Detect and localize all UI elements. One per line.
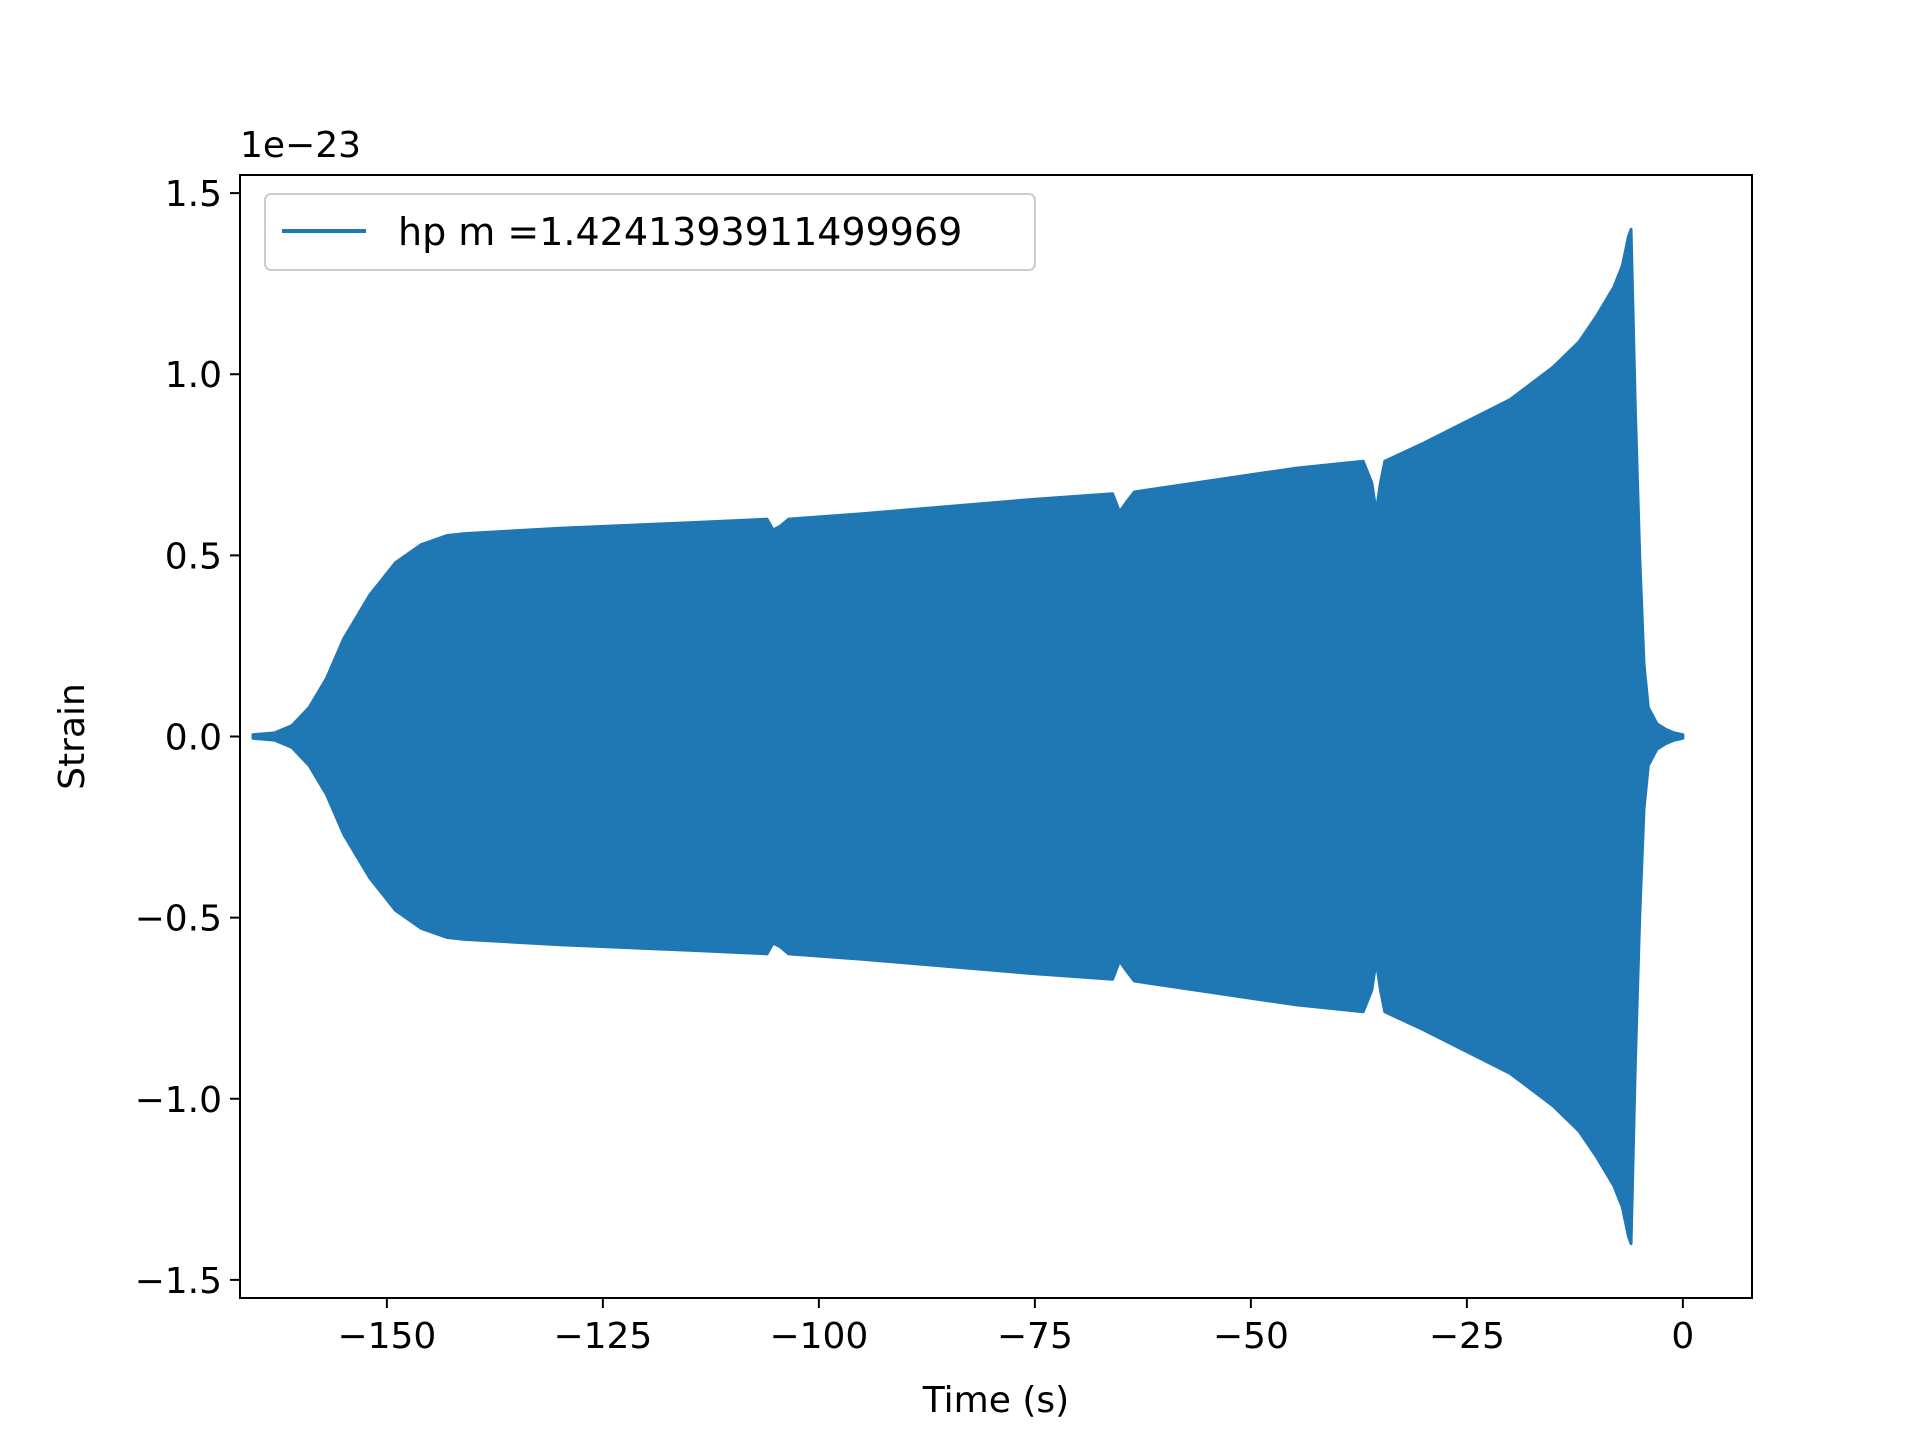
x-tick-label: 0 — [1671, 1316, 1694, 1357]
x-tick-label: −150 — [337, 1316, 436, 1357]
y-tick-label: −1.5 — [135, 1261, 222, 1302]
y-tick-label: −1.0 — [135, 1080, 222, 1121]
waveform-series — [251, 227, 1685, 1246]
x-tick-label: −125 — [553, 1316, 652, 1357]
legend: hp m =1.4241393911499969 — [264, 193, 1036, 271]
y-axis-ticks: −1.5 −1.0 −0.5 0.0 0.5 1.0 1.5 — [135, 174, 240, 1302]
x-tick-label: −100 — [769, 1316, 868, 1357]
legend-entry-label: hp m =1.4241393911499969 — [398, 210, 962, 254]
y-tick-label: −0.5 — [135, 899, 222, 940]
y-axis-title: Strain — [52, 683, 93, 790]
y-tick-label: 1.5 — [165, 174, 222, 215]
x-axis-title: Time (s) — [922, 1380, 1069, 1421]
plot-area — [251, 227, 1685, 1246]
legend-box — [264, 193, 1036, 271]
y-tick-label: 0.5 — [165, 536, 222, 577]
x-axis-ticks: −150 −125 −100 −75 −50 −25 0 — [337, 1298, 1694, 1357]
y-offset-label: 1e−23 — [240, 125, 361, 166]
x-tick-label: −75 — [997, 1316, 1073, 1357]
y-tick-label: 1.0 — [165, 355, 222, 396]
y-tick-label: 0.0 — [165, 718, 222, 759]
x-tick-label: −25 — [1429, 1316, 1505, 1357]
x-tick-label: −50 — [1213, 1316, 1289, 1357]
